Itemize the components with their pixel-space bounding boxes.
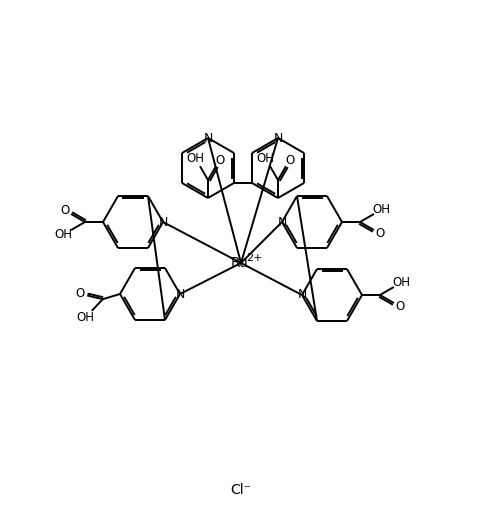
Text: O: O bbox=[395, 300, 405, 313]
Text: N: N bbox=[273, 131, 283, 145]
Text: OH: OH bbox=[186, 152, 204, 165]
Text: N: N bbox=[298, 288, 307, 301]
Text: 2+: 2+ bbox=[246, 253, 262, 263]
Text: N: N bbox=[277, 215, 287, 229]
Text: OH: OH bbox=[373, 203, 391, 216]
Text: OH: OH bbox=[77, 311, 95, 324]
Text: N: N bbox=[158, 215, 168, 229]
Text: N: N bbox=[203, 131, 213, 145]
Text: O: O bbox=[76, 287, 85, 300]
Text: OH: OH bbox=[256, 152, 274, 165]
Text: OH: OH bbox=[55, 228, 72, 241]
Text: O: O bbox=[285, 154, 294, 166]
Text: O: O bbox=[375, 227, 384, 240]
Text: O: O bbox=[215, 154, 224, 166]
Text: OH: OH bbox=[393, 276, 411, 289]
Text: O: O bbox=[60, 204, 70, 217]
Text: N: N bbox=[175, 288, 185, 300]
Text: Cl⁻: Cl⁻ bbox=[230, 483, 252, 497]
Text: Ru: Ru bbox=[230, 256, 248, 270]
